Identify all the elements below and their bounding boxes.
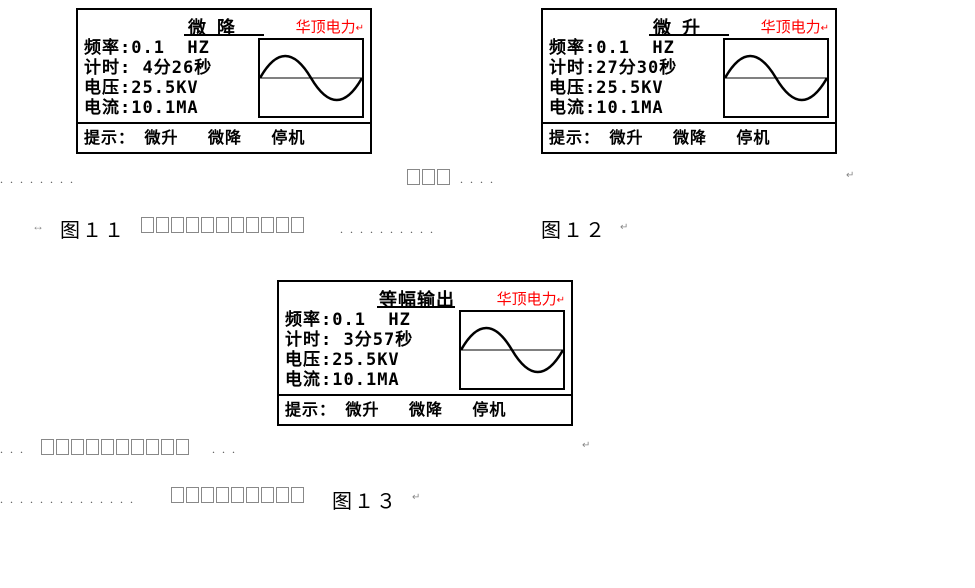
figure-caption-11: 图１１ bbox=[60, 214, 126, 243]
panel-title: 等幅输出 bbox=[379, 286, 455, 312]
panel-title: 微 降 bbox=[188, 14, 238, 40]
hint-label: 提示： bbox=[84, 124, 135, 148]
hint-label: 提示： bbox=[549, 124, 600, 148]
hint-down-button[interactable]: 微降 bbox=[409, 396, 443, 420]
title-underline bbox=[184, 34, 264, 36]
watermark-text: 华顶电力↵ bbox=[296, 16, 364, 37]
figure-caption-12: 图１２ bbox=[541, 214, 607, 243]
hint-up-button[interactable]: 微升 bbox=[345, 396, 379, 420]
hint-label: 提示： bbox=[285, 396, 336, 420]
arrow-glyph: ↔ bbox=[32, 219, 44, 234]
dots-mid: . . . . bbox=[460, 172, 495, 187]
hint-stop-button[interactable]: 停机 bbox=[736, 124, 770, 148]
waveform-box bbox=[459, 310, 565, 390]
lcd-panel-1: 微 降 华顶电力↵ 频率:0.1 HZ 计时: 4分26秒 电压:25.5KV … bbox=[76, 8, 372, 154]
hint-row: 提示： 微升 微降 停机 bbox=[285, 396, 506, 420]
tofu-boxes-after-c1 bbox=[140, 216, 305, 234]
hint-up-button[interactable]: 微升 bbox=[144, 124, 178, 148]
dots-row3: . . . bbox=[0, 442, 25, 457]
figure-caption-13: 图１３ bbox=[332, 485, 398, 514]
newline-glyph: ↵ bbox=[582, 440, 590, 451]
dots-row4: . . . . . . . . . . . . . . bbox=[0, 492, 135, 507]
sine-wave-icon bbox=[461, 312, 563, 388]
title-underline bbox=[649, 34, 729, 36]
newline-glyph: ↵ bbox=[620, 222, 628, 233]
lcd-panel-3: 等幅输出 华顶电力↵ 频率:0.1 HZ 计时: 3分57秒 电压:25.5KV… bbox=[277, 280, 573, 426]
data-block: 频率:0.1 HZ 计时: 4分26秒 电压:25.5KV 电流:10.1MA bbox=[84, 38, 212, 118]
dots-left: . . . . . . . . bbox=[0, 172, 75, 187]
sine-wave-icon bbox=[260, 40, 362, 116]
data-block: 频率:0.1 HZ 计时: 3分57秒 电压:25.5KV 电流:10.1MA bbox=[285, 310, 413, 390]
sine-wave-icon bbox=[725, 40, 827, 116]
dots-row3b: . . . bbox=[212, 442, 237, 457]
data-block: 频率:0.1 HZ 计时:27分30秒 电压:25.5KV 电流:10.1MA bbox=[549, 38, 677, 118]
watermark-text: 华顶电力↵ bbox=[761, 16, 829, 37]
newline-glyph: ↵ bbox=[412, 492, 420, 503]
hint-row: 提示： 微升 微降 停机 bbox=[84, 124, 305, 148]
hint-down-button[interactable]: 微降 bbox=[208, 124, 242, 148]
hint-stop-button[interactable]: 停机 bbox=[472, 396, 506, 420]
title-underline bbox=[377, 306, 455, 308]
waveform-box bbox=[258, 38, 364, 118]
hint-up-button[interactable]: 微升 bbox=[609, 124, 643, 148]
panel-title: 微 升 bbox=[653, 14, 703, 40]
tofu-boxes-row3 bbox=[40, 438, 190, 456]
dots-between-captions: . . . . . . . . . . bbox=[340, 222, 435, 237]
lcd-panel-2: 微 升 华顶电力↵ 频率:0.1 HZ 计时:27分30秒 电压:25.5KV … bbox=[541, 8, 837, 154]
hint-stop-button[interactable]: 停机 bbox=[271, 124, 305, 148]
tofu-boxes-row4 bbox=[170, 486, 305, 504]
tofu-boxes-mid bbox=[406, 168, 451, 186]
hint-row: 提示： 微升 微降 停机 bbox=[549, 124, 770, 148]
hint-down-button[interactable]: 微降 bbox=[673, 124, 707, 148]
newline-glyph: ↵ bbox=[846, 170, 854, 181]
waveform-box bbox=[723, 38, 829, 118]
watermark-text: 华顶电力↵ bbox=[497, 288, 565, 309]
